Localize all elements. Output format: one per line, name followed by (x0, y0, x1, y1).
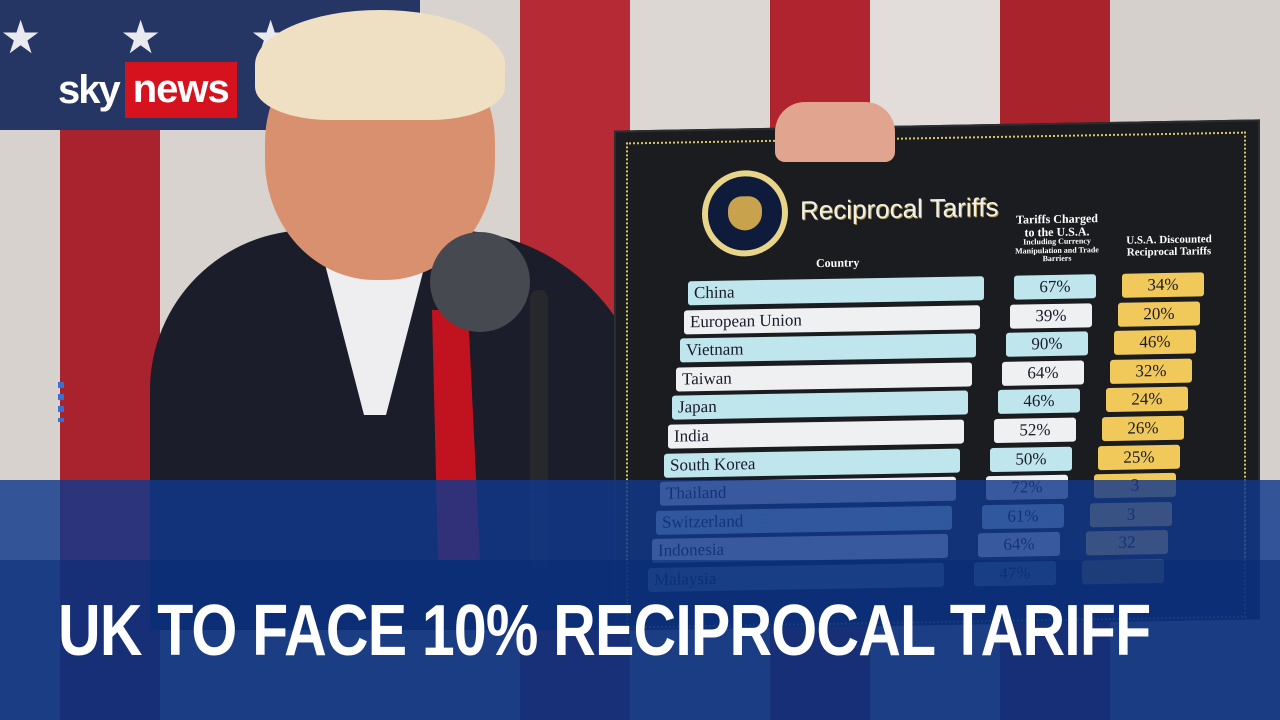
discounted-cell: 25% (1098, 444, 1180, 470)
charged-cell: 46% (998, 388, 1080, 415)
discounted-cell: 34% (1122, 272, 1204, 298)
board-title: Reciprocal Tariffs (800, 191, 999, 226)
sky-news-logo: sky news (58, 62, 237, 118)
charged-cell: 39% (1010, 302, 1092, 329)
headline: UK TO FACE 10% RECIPROCAL TARIFF (58, 591, 1151, 671)
charged-cell: 67% (1014, 274, 1096, 300)
star-icon: ★ (120, 11, 162, 63)
charged-note: Including Currency Manipulation and Trad… (1015, 236, 1099, 264)
lower-third-banner (0, 480, 1280, 720)
column-header-charged: Tariffs Charged to the U.S.A. Including C… (1012, 211, 1102, 264)
star-icon: ★ (0, 11, 42, 63)
speaker-hand (775, 102, 895, 162)
discounted-cell: 20% (1118, 301, 1200, 327)
column-header-country: Country (816, 255, 860, 271)
charged-label: Tariffs Charged to the U.S.A. (1016, 211, 1098, 240)
discounted-cell: 46% (1114, 329, 1196, 356)
discounted-cell: 24% (1106, 387, 1188, 413)
decorative-dots (58, 382, 64, 422)
speaker-hair (255, 10, 505, 120)
discounted-cell: 32% (1110, 358, 1192, 384)
logo-news: news (124, 62, 237, 118)
charged-cell: 90% (1006, 331, 1088, 357)
charged-cell: 52% (994, 417, 1076, 444)
discounted-cell: 26% (1102, 415, 1184, 442)
charged-cell: 50% (990, 446, 1072, 472)
microphone-icon (430, 232, 530, 332)
charged-cell: 64% (1002, 360, 1084, 386)
logo-sky: sky (58, 67, 121, 112)
column-header-discounted: U.S.A. Discounted Reciprocal Tariffs (1126, 233, 1212, 259)
